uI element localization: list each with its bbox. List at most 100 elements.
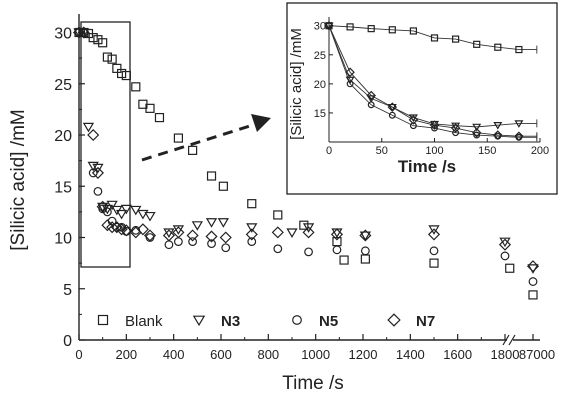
point-n7 [87, 128, 100, 142]
point-n5 [164, 240, 174, 250]
y-tick-label: 25 [54, 77, 72, 94]
point-n5 [304, 247, 313, 257]
point-blank [102, 52, 113, 62]
point-blank [116, 68, 127, 79]
x-tick-label: 1200 [349, 347, 378, 362]
legend-marker-n7 [387, 313, 401, 327]
inset-point-n3 [472, 123, 482, 132]
point-n7 [143, 229, 157, 242]
inset-y-tick-label: 15 [314, 108, 326, 120]
inset-curve-n7 [328, 25, 519, 137]
inset-x-tick-label: 50 [376, 145, 388, 157]
point-n5 [207, 239, 216, 249]
point-n3 [428, 225, 440, 235]
point-n7 [359, 229, 372, 242]
point-n3 [286, 228, 298, 238]
inset-curve-n5 [328, 25, 519, 138]
legend-label-n3: N3 [221, 313, 240, 330]
y-tick-label: 5 [63, 282, 72, 299]
point-n5 [360, 246, 370, 256]
legend-label-n5: N5 [319, 313, 338, 330]
point-n3 [302, 223, 315, 233]
inset-point-n7 [345, 67, 355, 77]
point-n7 [72, 26, 86, 39]
point-n5 [528, 277, 538, 286]
inset-x-tick-label: 100 [425, 145, 443, 157]
point-n3 [191, 221, 203, 231]
point-n5 [88, 168, 98, 178]
point-blank [339, 255, 349, 265]
legend-marker-n3 [192, 315, 206, 327]
point-blank [206, 171, 217, 181]
inset-point-n3 [493, 121, 503, 130]
inset-point-n7 [408, 115, 419, 125]
inset-point-blank [346, 23, 354, 31]
inset-curve-blank [328, 25, 519, 51]
point-n3 [92, 163, 104, 174]
y-tick-label: 20 [54, 128, 72, 145]
y-tick-label: 10 [54, 231, 72, 248]
point-blank [154, 112, 165, 123]
inset-point-n3 [366, 95, 376, 103]
inset-point-n7 [387, 102, 398, 112]
point-n5 [93, 186, 103, 196]
inset-points [324, 20, 524, 141]
y-tick-label: 30 [54, 26, 72, 43]
inset-point-n7 [493, 130, 503, 140]
point-n5 [273, 244, 283, 254]
point-n3 [87, 161, 99, 172]
point-n5 [500, 251, 510, 261]
point-n3 [246, 223, 258, 233]
point-n3 [106, 200, 118, 211]
inset-point-n5 [388, 111, 396, 119]
point-blank [360, 254, 370, 264]
inset-point-n7 [366, 90, 376, 101]
x-tick-label: 1800 [491, 347, 520, 362]
point-n7 [302, 226, 315, 239]
point-n7 [498, 238, 512, 251]
inset-point-n3 [345, 76, 355, 85]
inset-point-n5 [409, 122, 417, 130]
x-tick-label: 1600 [443, 347, 472, 362]
inset-point-n7 [514, 131, 524, 141]
point-blank [145, 103, 155, 113]
point-n7 [427, 228, 441, 241]
point-blank [107, 54, 117, 64]
inset-x-axis-label: Time /s [398, 157, 456, 176]
point-n7 [77, 26, 90, 39]
inset-point-n7 [429, 120, 440, 130]
point-n3 [137, 209, 149, 220]
point-n7 [186, 229, 199, 242]
x-tick-label: 1000 [301, 347, 330, 362]
inset-x-tick-label: 150 [478, 145, 496, 157]
point-n3 [205, 218, 218, 228]
point-n7 [219, 231, 232, 244]
point-n7 [162, 229, 175, 242]
point-blank [188, 145, 198, 155]
point-n7 [106, 221, 119, 234]
point-n3 [217, 218, 230, 228]
point-blank [98, 38, 108, 48]
inset-x-tick-label: 0 [326, 145, 332, 157]
inset-point-n5 [473, 131, 481, 139]
inset-y-tick-label: 20 [314, 79, 326, 91]
inset-point-blank [494, 43, 502, 51]
point-n7 [96, 200, 109, 213]
legend-label-blank: Blank [125, 313, 163, 330]
inset-point-blank [515, 45, 523, 54]
point-n3 [144, 211, 156, 222]
x-tick-label: 87000 [519, 347, 555, 362]
point-n5 [79, 28, 89, 37]
inset-point-n5 [367, 101, 375, 109]
point-n7 [136, 223, 149, 236]
point-blank [131, 82, 141, 92]
inset-point-n5 [325, 22, 333, 30]
point-n7 [245, 228, 258, 241]
point-n3 [359, 231, 372, 242]
point-blank [112, 63, 122, 73]
point-blank [173, 133, 183, 143]
inset-point-blank [430, 34, 439, 42]
x-axis-label: Time /s [282, 373, 344, 394]
point-n5 [173, 237, 183, 247]
